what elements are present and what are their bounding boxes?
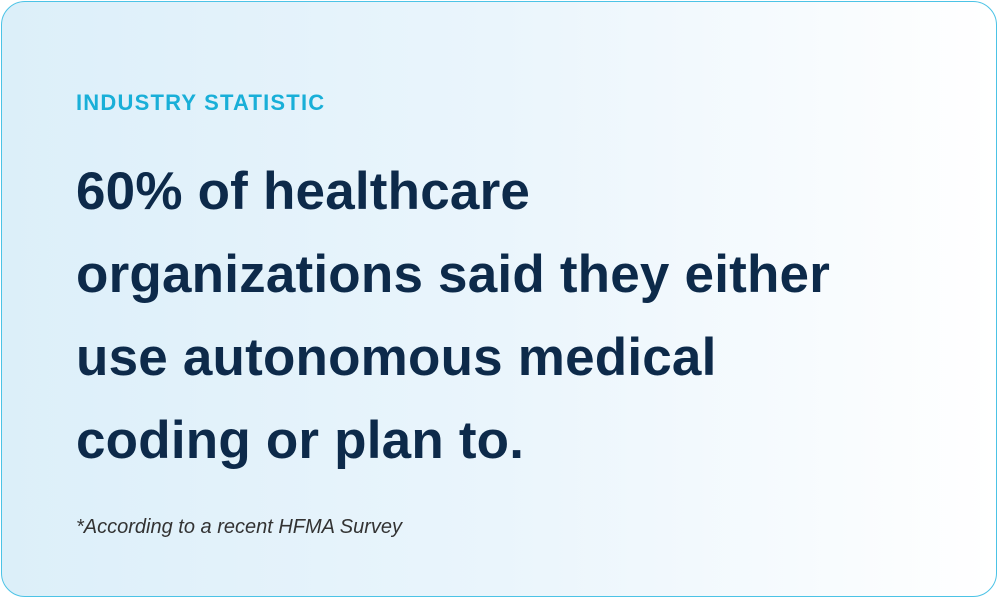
statement-line: 60% of healthcare — [76, 162, 531, 221]
statement-line: use autonomous medical — [76, 328, 717, 387]
statement-line: organizations said they either — [76, 245, 831, 304]
statement: 60% of healthcare organizations said the… — [76, 150, 830, 482]
footnote: *According to a recent HFMA Survey — [76, 516, 403, 538]
eyebrow-label: INDUSTRY STATISTIC — [76, 90, 326, 115]
statement-line: coding or plan to. — [76, 411, 525, 470]
